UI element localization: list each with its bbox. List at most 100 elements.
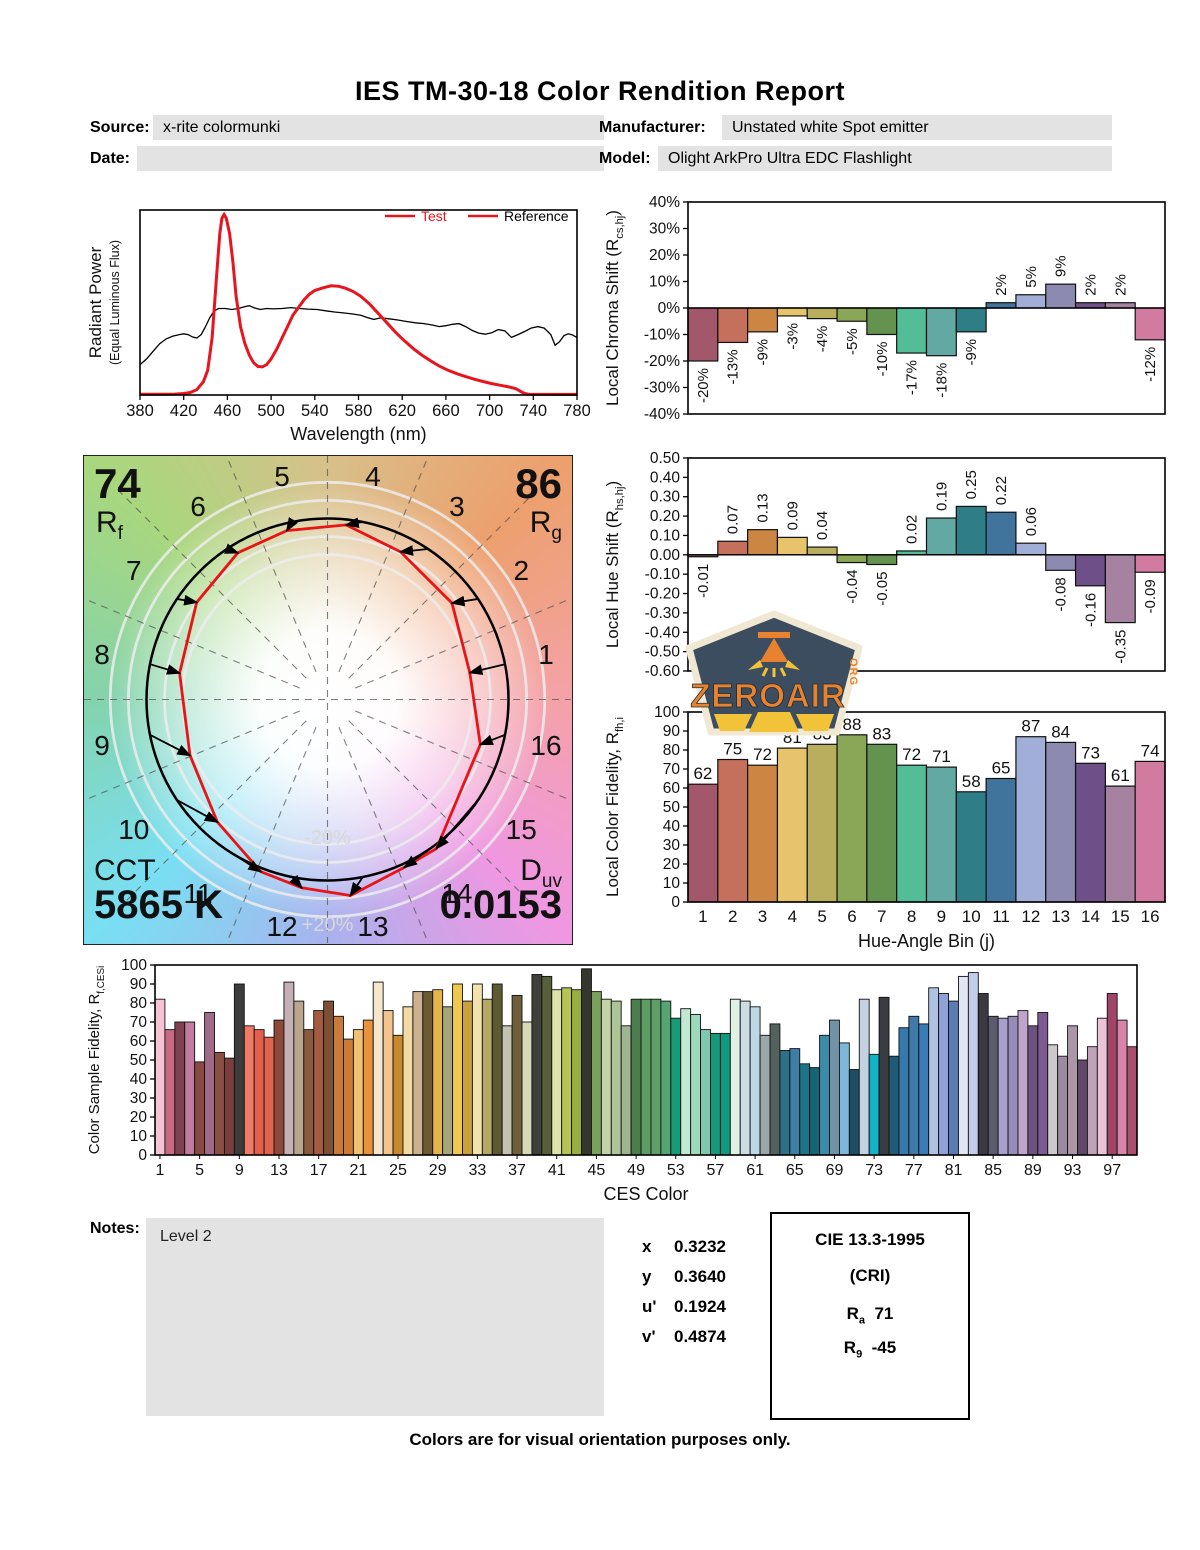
svg-text:61: 61 [746, 1162, 764, 1179]
svg-text:420: 420 [170, 402, 198, 420]
svg-text:14: 14 [1081, 907, 1100, 926]
svg-text:(Equal Luminous Flux): (Equal Luminous Flux) [108, 240, 122, 365]
svg-text:10: 10 [663, 875, 681, 892]
svg-text:-0.08: -0.08 [1053, 577, 1070, 611]
svg-text:0.10: 0.10 [650, 527, 681, 544]
color-sample-fidelity-chart: 0 10 20 30 40 50 60 70 80 90 100 1 5 9 13 17 21 25 29 33 37 4… [85, 957, 1150, 1206]
svg-text:4: 4 [365, 461, 381, 492]
date-label: Date: [90, 150, 131, 167]
svg-text:Reference: Reference [504, 208, 569, 224]
svg-text:0.0153: 0.0153 [440, 883, 562, 927]
svg-text:49: 49 [627, 1162, 645, 1179]
svg-text:40%: 40% [649, 194, 680, 211]
manufacturer-value: Unstated white Spot emitter [732, 119, 929, 136]
svg-text:9: 9 [937, 907, 946, 926]
svg-text:10: 10 [962, 907, 981, 926]
svg-text:87: 87 [1021, 717, 1040, 736]
svg-text:ORG: ORG [847, 658, 859, 686]
svg-text:15: 15 [1111, 907, 1130, 926]
local-hue-shift-chart: 0.50 0.40 0.30 0.20 0.10 0.00 -0.10 -0.20 -0.30-… [598, 448, 1193, 690]
svg-text:-0.60: -0.60 [645, 663, 681, 680]
svg-text:70: 70 [663, 761, 681, 778]
svg-text:61: 61 [1111, 766, 1130, 785]
svg-text:Rg: Rg [530, 506, 562, 544]
svg-text:0.50: 0.50 [650, 450, 681, 467]
cri-subtitle: (CRI) [849, 1266, 891, 1285]
svg-text:12: 12 [1021, 907, 1040, 926]
svg-text:86: 86 [515, 460, 562, 507]
svg-text:1: 1 [156, 1162, 165, 1179]
svg-text:0.04: 0.04 [814, 511, 831, 540]
svg-text:-12%: -12% [1142, 347, 1159, 382]
svg-text:780: 780 [563, 402, 590, 420]
svg-text:16: 16 [530, 730, 561, 761]
svg-text:50: 50 [663, 799, 681, 816]
svg-text:13: 13 [270, 1162, 288, 1179]
svg-text:6: 6 [847, 907, 856, 926]
svg-text:80: 80 [130, 995, 148, 1012]
svg-text:0.22: 0.22 [993, 476, 1010, 505]
svg-text:620: 620 [388, 402, 416, 420]
chromaticity-u-row: u' 0.1924 [642, 1297, 726, 1316]
svg-text:5: 5 [817, 907, 826, 926]
svg-text:-4%: -4% [814, 326, 831, 353]
local-color-fidelity-chart: 0102030405060708090100627572818388837271… [598, 695, 1193, 953]
svg-text:75: 75 [723, 740, 742, 759]
svg-text:5865 K: 5865 K [94, 883, 223, 927]
svg-text:0.07: 0.07 [725, 505, 742, 534]
svg-text:Duv: Duv [520, 854, 562, 892]
svg-text:77: 77 [905, 1162, 923, 1179]
svg-text:72: 72 [753, 745, 772, 764]
svg-text:10: 10 [130, 1128, 148, 1145]
cri-r9-row: R9 -45 [843, 1338, 897, 1361]
svg-text:Local Chroma Shift (Rcs,hj): Local Chroma Shift (Rcs,hj) [603, 210, 626, 406]
svg-text:2%: 2% [1082, 274, 1099, 296]
notes-text: Level 2 [160, 1228, 212, 1245]
svg-text:12: 12 [266, 911, 297, 942]
svg-text:2: 2 [728, 907, 737, 926]
svg-text:0.40: 0.40 [650, 469, 681, 486]
svg-text:62: 62 [693, 764, 712, 783]
svg-text:100: 100 [121, 958, 147, 974]
svg-text:20: 20 [663, 856, 681, 873]
svg-text:3: 3 [449, 491, 465, 522]
svg-text:53: 53 [667, 1162, 685, 1179]
svg-text:8: 8 [907, 907, 916, 926]
svg-text:0: 0 [138, 1147, 147, 1164]
svg-text:9: 9 [235, 1162, 244, 1179]
svg-text:-30%: -30% [644, 380, 680, 397]
svg-text:81: 81 [945, 1162, 963, 1179]
cri-box: CIE 13.3-1995 (CRI) Ra 71 R9 -45 [770, 1212, 970, 1420]
manufacturer-label: Manufacturer: [599, 119, 706, 136]
zeroair-logo: ZEROAIR ORG [678, 610, 870, 738]
footer-disclaimer: Colors are for visual orientation purpos… [409, 1430, 791, 1449]
svg-text:0.30: 0.30 [650, 489, 681, 506]
ces-svg: 0 10 20 30 40 50 60 70 80 90 100 1 5 9 13 17 21 25 29 33 37 4… [86, 957, 1138, 1204]
svg-text:29: 29 [429, 1162, 447, 1179]
svg-text:30: 30 [663, 837, 681, 854]
svg-text:-0.05: -0.05 [874, 572, 891, 606]
svg-text:0.09: 0.09 [784, 501, 801, 530]
spectral-power-chart: 380 420 460 500 540 580 620 660 700 740 780 Wavelen… [85, 193, 591, 451]
svg-text:700: 700 [476, 402, 504, 420]
svg-text:20%: 20% [649, 247, 680, 264]
svg-text:9%: 9% [1053, 255, 1070, 277]
svg-text:7: 7 [126, 555, 142, 586]
source-value-box: x-rite colormunki [153, 115, 604, 140]
svg-text:660: 660 [432, 402, 460, 420]
svg-text:71: 71 [932, 747, 951, 766]
svg-text:2: 2 [513, 555, 529, 586]
svg-text:0.02: 0.02 [904, 515, 921, 544]
model-value: Olight ArkPro Ultra EDC Flashlight [668, 150, 912, 167]
svg-text:-3%: -3% [784, 323, 801, 350]
svg-text:CCT: CCT [94, 854, 156, 887]
source-label: Source: [90, 119, 150, 136]
svg-text:-10%: -10% [644, 327, 680, 344]
svg-text:Hue-Angle Bin (j): Hue-Angle Bin (j) [858, 931, 995, 951]
svg-text:Wavelength (nm): Wavelength (nm) [290, 424, 426, 444]
svg-text:5%: 5% [1023, 266, 1040, 288]
svg-text:40: 40 [663, 818, 681, 835]
hue_shift-svg: 0.500.400.300.200.100.00-0.10-0.20-0.30-… [603, 450, 1166, 680]
